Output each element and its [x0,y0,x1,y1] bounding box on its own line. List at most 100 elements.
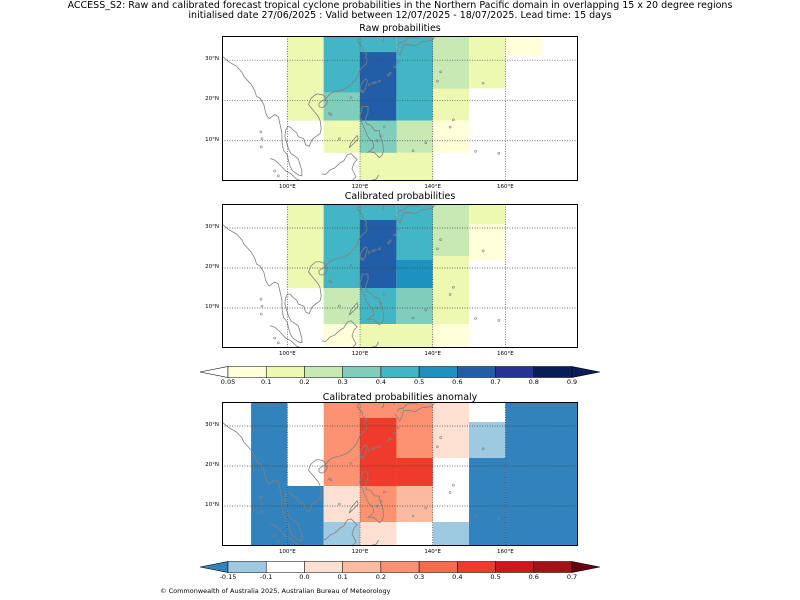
colorbar-tick-label: 0.2 [375,573,387,581]
latitude-tick-label: 30°N [205,422,219,428]
coastline [359,471,385,524]
island [328,112,331,115]
island [359,455,363,459]
island [260,304,264,308]
colorbar-tick-label: 0.7 [566,573,578,581]
island [388,239,392,243]
coastline [359,273,385,326]
island [388,437,392,441]
colorbar-segment [418,561,458,573]
island [373,81,377,84]
island [393,431,396,435]
coastline [348,302,359,316]
map-raw [222,36,578,181]
probability-region [432,204,470,256]
colorbar-tick-label: 0.3 [337,378,348,386]
longitude-tick-label: 120°E [351,549,369,555]
coastline [269,158,302,181]
island [383,125,386,128]
coastline [359,246,368,262]
coastline [381,402,385,409]
island [396,60,400,64]
colorbar-segment [418,366,458,378]
colorbar-tick-label: 0.9 [566,378,578,386]
longitude-tick-label: 100°E [279,184,296,190]
island [411,316,415,320]
colorbar-under-arrow [199,561,229,573]
island [349,461,353,465]
island [481,447,485,451]
probability-region [432,402,470,458]
island [387,439,390,443]
latitude-tick-label: 30°N [205,56,219,63]
colorbar-tick-label: 0.4 [452,573,463,581]
figure-title: ACCESS_S2: Raw and calibrated forecast t… [67,0,733,11]
colorbar-anomaly [199,558,601,573]
colorbar-tick-label: 0.05 [220,378,236,386]
colorbar-tick-label: 0.8 [528,378,539,386]
island [373,248,377,252]
island [259,145,263,149]
probability-region [469,458,506,546]
colorbar-segment [495,561,535,573]
latitude-tick-label: 10°N [205,502,219,508]
colorbar-segment [533,561,573,573]
map-frame [222,204,578,348]
coastline [396,402,419,412]
probability-region [287,36,324,121]
colorbar-tick-label: 0.6 [528,573,539,581]
longitude-tick-label: 160°E [496,351,514,357]
panel-calibrated-title: Calibrated probabilities [344,191,456,202]
colorbar-tick-label: 0.2 [299,378,310,386]
island [396,426,400,430]
latitude-tick-label: 30°N [205,224,219,230]
probability-region [360,152,433,181]
colorbar-over-arrow [571,366,601,378]
colorbar-tick-label: 0.1 [261,378,272,386]
coastline [321,320,358,348]
island [273,169,276,173]
island [448,491,452,494]
island [338,502,341,506]
colorbar-tick-label: 0.1 [337,573,348,581]
coastline [396,204,419,214]
probability-region [505,402,578,546]
coastline [394,36,436,56]
island [474,149,477,153]
coastline [348,134,359,149]
coastline [269,325,302,348]
coastline [321,518,358,546]
colorbar-segment [457,561,496,573]
island [379,134,383,138]
island [396,228,400,232]
island [273,336,276,340]
coastline [359,78,368,94]
probability-region [432,36,470,89]
probability-region [432,458,470,522]
island [481,81,485,85]
probability-region [432,256,470,324]
probability-region [432,120,470,153]
panel-anomaly-title: Calibrated probabilities anomaly [322,392,478,403]
coastline [321,153,358,181]
island [349,96,353,99]
coastline [381,204,385,211]
probability-region [287,204,324,288]
island [387,241,390,245]
colorbar-segment [457,366,496,378]
colorbar-tick-label: 0.5 [490,573,501,581]
colorbar-segment [495,366,535,378]
probability-region [360,522,397,546]
island [436,247,439,251]
probability-region [469,36,506,89]
island [328,477,331,481]
island [387,73,390,77]
probability-region [396,52,433,121]
island [452,118,455,122]
island [436,79,439,83]
colorbar-tick-label: 0.4 [375,378,387,386]
colorbar-segment [533,366,573,378]
colorbar-tick-label: 0.5 [413,378,425,386]
longitude-tick-label: 160°E [496,549,514,555]
probability-region [432,88,470,121]
